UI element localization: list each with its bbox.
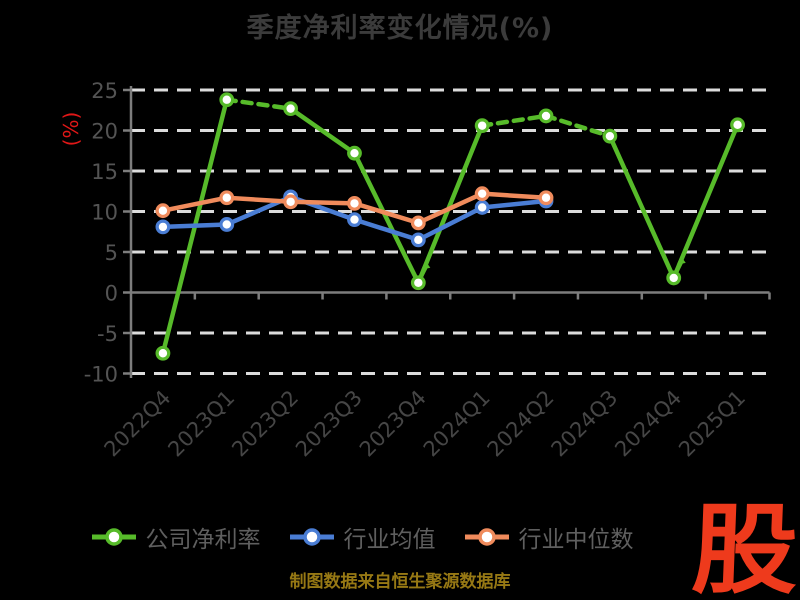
data-point-marker bbox=[347, 145, 362, 161]
svg-text:2024Q1: 2024Q1 bbox=[419, 386, 495, 462]
min-value-arrow-icon bbox=[675, 262, 683, 274]
svg-text:-5: -5 bbox=[97, 322, 118, 346]
data-point-marker bbox=[347, 195, 362, 211]
data-point-marker bbox=[283, 101, 299, 117]
legend-label: 行业中位数 bbox=[518, 527, 634, 553]
min-value-arrowhead-icon bbox=[421, 260, 431, 270]
data-point-marker bbox=[474, 200, 490, 215]
legend-label: 公司净利率 bbox=[145, 527, 261, 553]
data-point-marker bbox=[474, 118, 490, 134]
data-point-marker bbox=[219, 92, 235, 108]
data-point-marker bbox=[474, 186, 490, 202]
svg-text:10: 10 bbox=[91, 201, 118, 225]
svg-text:2023Q3: 2023Q3 bbox=[291, 386, 367, 462]
svg-text:2025Q1: 2025Q1 bbox=[674, 386, 750, 462]
data-point-marker bbox=[283, 194, 299, 210]
y-tick-labels: 25 20 15 10 5 0 -5 -10 bbox=[84, 79, 118, 387]
data-point-marker bbox=[410, 215, 426, 231]
svg-text:5: 5 bbox=[105, 241, 118, 265]
series-industry-mean bbox=[155, 189, 554, 248]
series-industry-median bbox=[155, 186, 554, 231]
data-point-marker bbox=[155, 219, 171, 235]
data-point-marker bbox=[538, 190, 554, 206]
svg-text:2024Q2: 2024Q2 bbox=[483, 386, 559, 462]
min-value-arrow-icon bbox=[420, 267, 428, 279]
min-value-arrowhead-icon bbox=[676, 255, 686, 265]
data-point-marker bbox=[155, 345, 171, 361]
data-point-marker bbox=[219, 217, 235, 232]
data-point-marker bbox=[538, 108, 554, 124]
legend-line-marker-icon bbox=[289, 528, 334, 546]
data-point-marker bbox=[410, 232, 426, 248]
svg-text:-10: -10 bbox=[84, 363, 118, 387]
data-point-marker bbox=[602, 128, 618, 144]
legend-line-marker-icon bbox=[464, 528, 509, 546]
svg-text:25: 25 bbox=[91, 79, 118, 103]
data-point-marker bbox=[410, 275, 426, 291]
data-source-caption: 制图数据来自恒生聚源数据库 bbox=[289, 572, 511, 592]
legend-item-company-net-margin[interactable]: 公司净利率 bbox=[91, 520, 261, 554]
stock-watermark-logo: 股 bbox=[689, 494, 800, 600]
data-point-marker bbox=[347, 212, 362, 228]
chart-title: 季度净利率变化情况(%) bbox=[246, 13, 554, 44]
legend-line-marker-icon bbox=[91, 528, 136, 546]
data-point-marker bbox=[155, 203, 171, 219]
x-tick-labels: 2022Q42023Q12023Q22023Q32023Q42024Q12024… bbox=[100, 386, 751, 462]
chart-legend: 公司净利率 行业均值 行业中位数 bbox=[0, 515, 762, 559]
svg-text:2024Q4: 2024Q4 bbox=[610, 386, 686, 462]
legend-item-industry-median[interactable]: 行业中位数 bbox=[464, 520, 634, 554]
svg-text:15: 15 bbox=[91, 160, 118, 184]
data-point-marker bbox=[219, 190, 235, 206]
svg-text:2023Q4: 2023Q4 bbox=[355, 386, 431, 462]
svg-text:0: 0 bbox=[105, 282, 118, 306]
svg-text:20: 20 bbox=[91, 120, 118, 144]
series-company-net-margin bbox=[155, 92, 745, 361]
legend-item-industry-mean[interactable]: 行业均值 bbox=[289, 520, 436, 554]
axes bbox=[123, 86, 771, 378]
svg-text:2024Q3: 2024Q3 bbox=[547, 386, 623, 462]
data-point-marker bbox=[730, 117, 745, 133]
svg-text:2023Q1: 2023Q1 bbox=[163, 386, 239, 462]
y-axis-unit-label: (%) bbox=[59, 111, 83, 147]
svg-text:2022Q4: 2022Q4 bbox=[100, 386, 176, 462]
data-point-marker bbox=[666, 270, 682, 286]
legend-label: 行业均值 bbox=[343, 527, 436, 553]
svg-text:2023Q2: 2023Q2 bbox=[227, 386, 303, 462]
